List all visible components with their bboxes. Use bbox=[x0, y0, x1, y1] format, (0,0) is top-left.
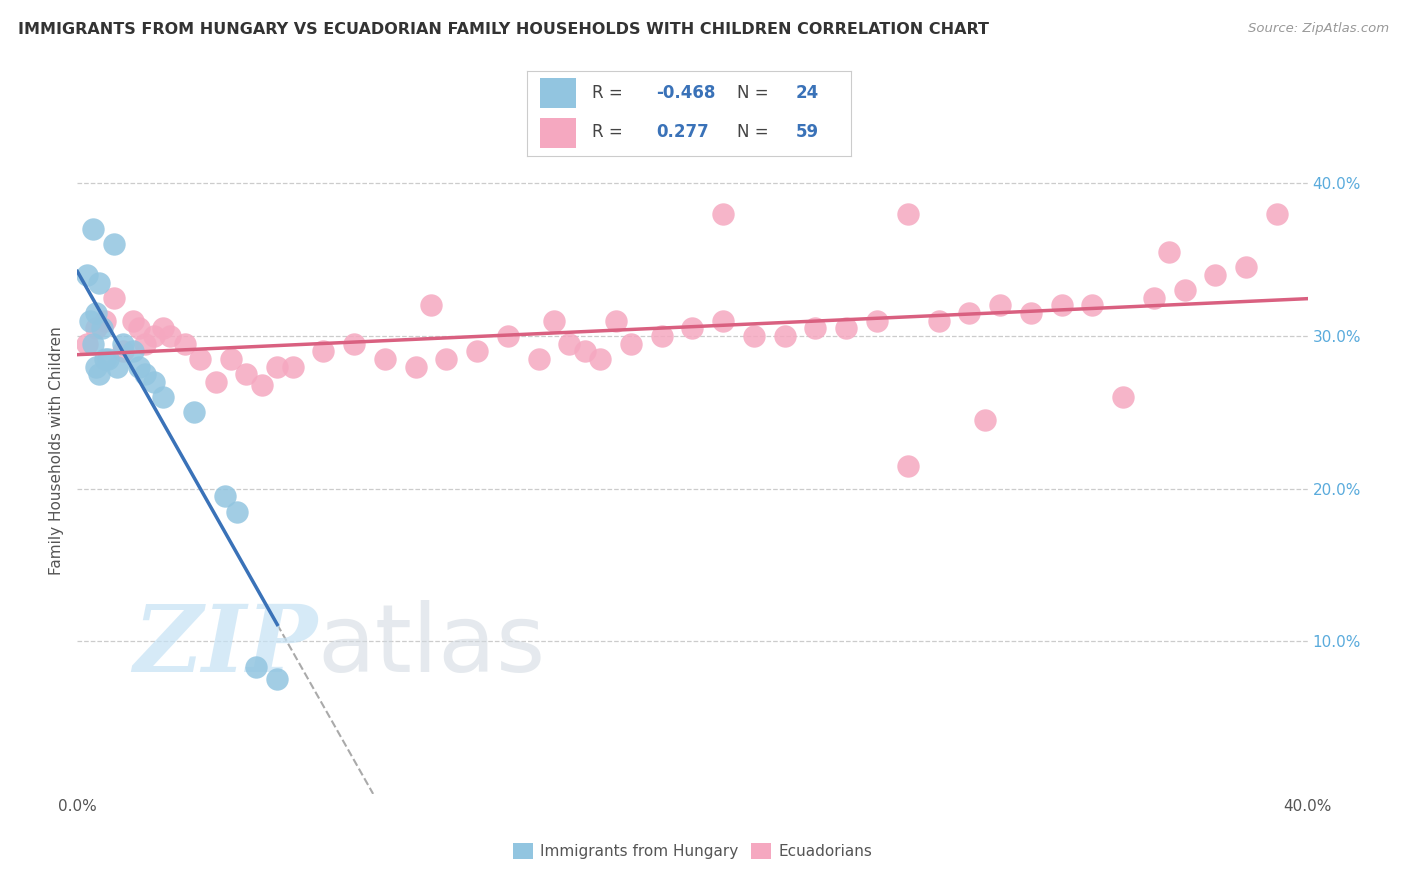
Text: -0.468: -0.468 bbox=[657, 84, 716, 102]
Point bbox=[76, 336, 98, 351]
Point bbox=[558, 336, 581, 351]
Text: Source: ZipAtlas.com: Source: ZipAtlas.com bbox=[1249, 22, 1389, 36]
Point bbox=[973, 413, 995, 427]
Point bbox=[159, 329, 181, 343]
Point bbox=[226, 504, 249, 518]
Point bbox=[651, 329, 673, 343]
Point bbox=[436, 351, 458, 366]
Point bbox=[121, 314, 143, 328]
Point bbox=[1019, 306, 1042, 320]
Point bbox=[1159, 245, 1181, 260]
Point bbox=[214, 489, 236, 503]
Point bbox=[134, 367, 156, 381]
Legend: Immigrants from Hungary, Ecuadorians: Immigrants from Hungary, Ecuadorians bbox=[506, 837, 879, 865]
Text: 24: 24 bbox=[796, 84, 818, 102]
Point bbox=[87, 367, 110, 381]
Point bbox=[1112, 390, 1135, 404]
Point bbox=[343, 336, 366, 351]
Point bbox=[374, 351, 396, 366]
Point bbox=[682, 321, 704, 335]
Point bbox=[152, 390, 174, 404]
Point bbox=[103, 291, 125, 305]
Y-axis label: Family Households with Children: Family Households with Children bbox=[49, 326, 65, 574]
Point bbox=[957, 306, 980, 320]
Point bbox=[1234, 260, 1257, 275]
Point bbox=[204, 375, 226, 389]
Text: IMMIGRANTS FROM HUNGARY VS ECUADORIAN FAMILY HOUSEHOLDS WITH CHILDREN CORRELATIO: IMMIGRANTS FROM HUNGARY VS ECUADORIAN FA… bbox=[18, 22, 990, 37]
Point bbox=[84, 321, 107, 335]
Point bbox=[84, 359, 107, 374]
Point bbox=[897, 207, 920, 221]
Bar bbox=[540, 78, 576, 108]
Point bbox=[543, 314, 565, 328]
Point bbox=[235, 367, 257, 381]
Point bbox=[97, 351, 120, 366]
Point bbox=[84, 306, 107, 320]
Point bbox=[1174, 283, 1197, 297]
Point bbox=[76, 268, 98, 282]
Point bbox=[266, 673, 288, 687]
Text: R =: R = bbox=[592, 123, 623, 141]
Point bbox=[128, 321, 150, 335]
Point bbox=[82, 336, 104, 351]
Point bbox=[804, 321, 827, 335]
Text: 0.277: 0.277 bbox=[657, 123, 710, 141]
Point bbox=[103, 237, 125, 252]
Point bbox=[281, 359, 304, 374]
Point bbox=[152, 321, 174, 335]
Point bbox=[143, 329, 166, 343]
Point bbox=[266, 359, 288, 374]
Point bbox=[128, 359, 150, 374]
Text: 59: 59 bbox=[796, 123, 818, 141]
Point bbox=[250, 377, 273, 392]
Point bbox=[496, 329, 519, 343]
Point bbox=[405, 359, 427, 374]
Point bbox=[527, 351, 550, 366]
Text: N =: N = bbox=[738, 84, 769, 102]
Point bbox=[183, 405, 205, 419]
Point bbox=[866, 314, 889, 328]
Point bbox=[574, 344, 596, 359]
Bar bbox=[540, 118, 576, 147]
Point bbox=[988, 298, 1011, 312]
Point bbox=[312, 344, 335, 359]
Text: atlas: atlas bbox=[318, 600, 546, 692]
Point bbox=[420, 298, 443, 312]
Point bbox=[1143, 291, 1166, 305]
Point bbox=[1081, 298, 1104, 312]
Point bbox=[1050, 298, 1073, 312]
Point bbox=[835, 321, 858, 335]
Point bbox=[897, 458, 920, 473]
Point bbox=[928, 314, 950, 328]
Point bbox=[711, 314, 734, 328]
Text: ZIP: ZIP bbox=[134, 601, 318, 691]
Point bbox=[94, 314, 117, 328]
Point bbox=[605, 314, 627, 328]
Point bbox=[620, 336, 643, 351]
Point bbox=[79, 314, 101, 328]
Point bbox=[105, 359, 128, 374]
Point bbox=[465, 344, 488, 359]
Text: N =: N = bbox=[738, 123, 769, 141]
Point bbox=[219, 351, 242, 366]
Point bbox=[143, 375, 166, 389]
Point bbox=[94, 351, 117, 366]
Point bbox=[82, 222, 104, 236]
Point bbox=[174, 336, 197, 351]
Point bbox=[1204, 268, 1226, 282]
Point bbox=[1265, 207, 1288, 221]
Text: R =: R = bbox=[592, 84, 623, 102]
Point bbox=[112, 344, 135, 359]
Point bbox=[245, 660, 267, 674]
Point bbox=[773, 329, 796, 343]
Point bbox=[134, 336, 156, 351]
Point bbox=[112, 336, 135, 351]
Point bbox=[589, 351, 612, 366]
Point bbox=[87, 276, 110, 290]
Point bbox=[188, 351, 212, 366]
Point bbox=[121, 344, 143, 359]
Point bbox=[90, 321, 114, 335]
Point bbox=[711, 207, 734, 221]
Point bbox=[742, 329, 765, 343]
